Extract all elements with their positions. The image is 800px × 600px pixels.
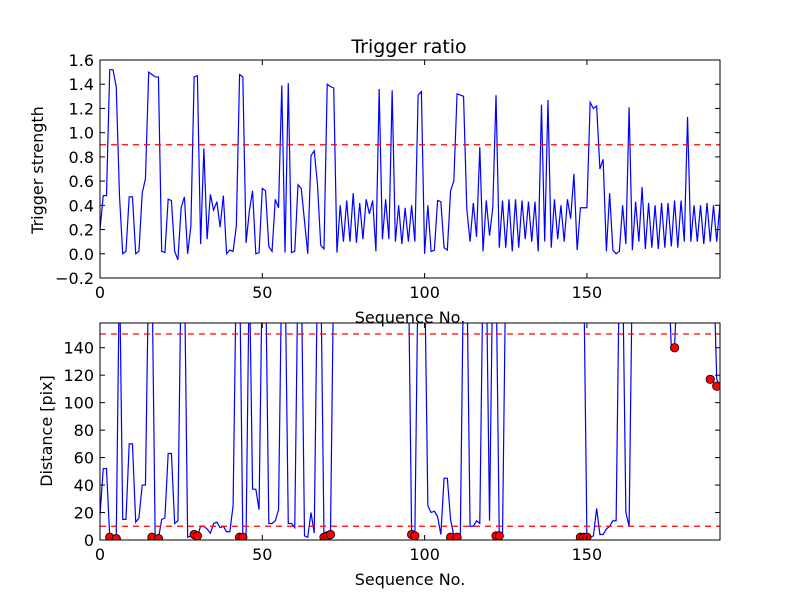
y-tick-label: 1.0 <box>69 124 94 143</box>
y-tick-label: 1.4 <box>69 75 94 94</box>
y-axis-label: Distance [pix] <box>37 375 56 487</box>
distance-panel: 0 50 100 150 0 20 40 60 80 100 120 140 Sequence No.… <box>37 322 721 589</box>
axes-frame <box>99 59 721 279</box>
y-tick-label: 100 <box>63 394 94 413</box>
data-point-marker <box>238 532 248 540</box>
y-tick-label: −0.2 <box>55 269 94 288</box>
y-axis-label: Trigger strength <box>28 106 47 235</box>
x-tick-label: 150 <box>572 545 603 564</box>
y-tick-label: 0.2 <box>69 221 94 240</box>
data-point-marker <box>192 531 202 540</box>
x-tick-label: 50 <box>252 545 272 564</box>
trigger-ratio-panel: Trigger ratio 0 50 100 150−0.20.00.20.40.60… <box>28 36 721 327</box>
chart-title: Trigger ratio <box>350 36 466 58</box>
plot-data-layer <box>100 323 720 540</box>
x-tick-label: 150 <box>572 283 603 302</box>
trigger-ratio-plot-area: 0 50 100 150 −0.2 0.0 0.2 0.4 0.6 0.8 1.0 1.2 1.4 1.6 <box>55 51 721 302</box>
y-tick-label: 0.4 <box>69 196 94 215</box>
x-tick-label: 100 <box>409 283 440 302</box>
plot-data-layer <box>100 69 720 261</box>
x-tick-label: 100 <box>409 545 440 564</box>
series-line <box>100 69 720 261</box>
y-tick-label: 80 <box>74 421 94 440</box>
y-tick-label: 0.0 <box>69 245 94 264</box>
data-point-marker <box>325 529 336 540</box>
x-tick-label: 0 <box>95 545 105 564</box>
y-tick-label: 40 <box>74 476 94 495</box>
x-axis-label: Sequence No. <box>355 308 466 327</box>
y-tick-label: 140 <box>63 339 94 358</box>
distance-plot-area: 0 50 100 150 0 20 40 60 80 100 120 140 <box>63 322 721 564</box>
data-point-marker <box>111 534 121 540</box>
x-tick-label: 50 <box>252 283 272 302</box>
y-tick-label: 0 <box>84 531 94 550</box>
y-tick-label: 0.6 <box>69 172 94 191</box>
data-point-marker <box>153 534 164 540</box>
data-point-marker <box>712 381 720 391</box>
data-point-marker <box>705 374 715 384</box>
x-axis-label: Sequence No. <box>355 570 466 589</box>
y-tick-label: 1.2 <box>69 99 94 118</box>
y-tick-label: 60 <box>74 449 94 468</box>
data-point-marker <box>452 532 462 540</box>
y-tick-label: 20 <box>74 504 94 523</box>
data-point-marker <box>669 343 680 353</box>
x-tick-label: 0 <box>95 283 105 302</box>
y-tick-label: 1.6 <box>69 51 94 70</box>
data-point-marker <box>410 531 420 540</box>
y-tick-label: 120 <box>63 366 94 385</box>
y-tick-label: 0.8 <box>69 148 94 167</box>
data-point-marker <box>494 531 504 540</box>
axes-frame <box>99 322 721 541</box>
